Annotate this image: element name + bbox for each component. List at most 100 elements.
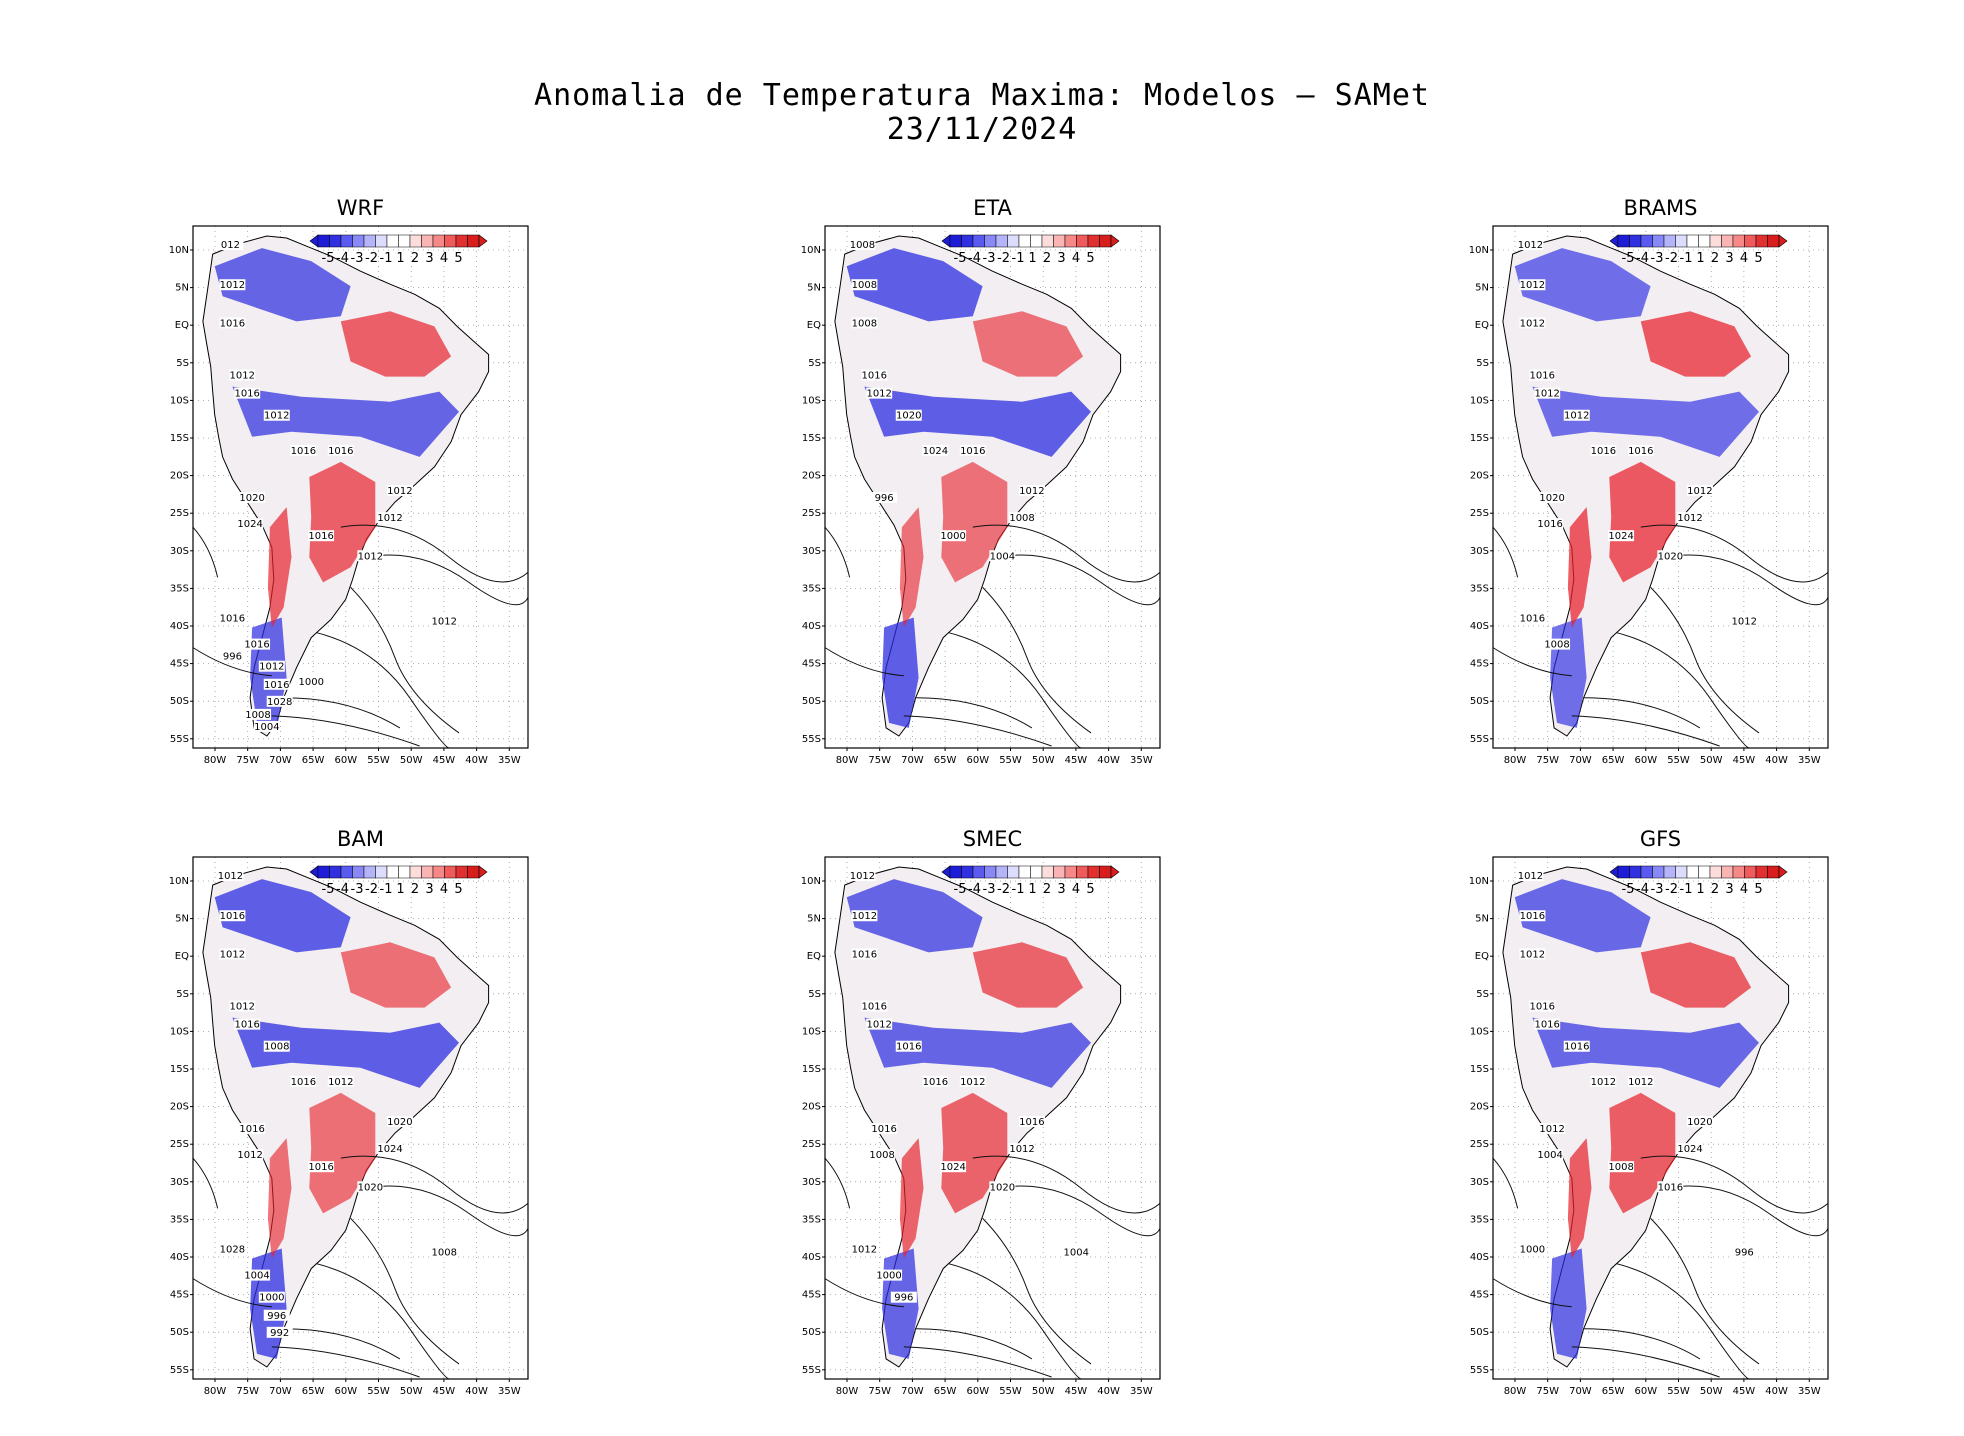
- svg-text:1008: 1008: [1009, 513, 1034, 524]
- contour-label: 1016: [1519, 612, 1546, 625]
- lat-tick-label: 10S: [1470, 1026, 1489, 1037]
- contour-label: 1016: [234, 387, 261, 400]
- svg-text:1016: 1016: [960, 446, 985, 457]
- lon-tick-label: 60W: [1634, 1386, 1657, 1397]
- svg-text:1016: 1016: [852, 949, 877, 960]
- isobar: [271, 715, 420, 747]
- contour-label: 1012: [866, 1018, 893, 1031]
- contour-label: 1016: [851, 948, 878, 960]
- lon-tick-label: 60W: [1634, 755, 1657, 766]
- contour-label: 1016: [871, 1123, 898, 1135]
- svg-text:1016: 1016: [328, 446, 353, 457]
- lat-tick-label: 10N: [169, 876, 189, 887]
- colorbar-label: 2: [1711, 251, 1719, 266]
- lat-tick-label: 25S: [802, 508, 821, 519]
- svg-text:1012: 1012: [1591, 1077, 1616, 1088]
- lat-tick-label: 40S: [802, 1252, 821, 1263]
- svg-text:1016: 1016: [862, 1002, 887, 1013]
- contour-label: 1016: [1627, 444, 1654, 457]
- svg-text:1016: 1016: [234, 1020, 259, 1031]
- isobar: [1571, 715, 1720, 747]
- svg-text:1012: 1012: [1687, 486, 1712, 497]
- isobar: [192, 526, 219, 578]
- colorbar-label: -4: [336, 251, 349, 266]
- svg-text:1008: 1008: [1544, 640, 1569, 651]
- lon-tick-label: 70W: [1569, 755, 1592, 766]
- contour-label: 1028: [266, 695, 293, 708]
- colorbar-label: 5: [454, 251, 462, 266]
- colorbar-label: -2: [1665, 251, 1678, 266]
- lon-tick-label: 70W: [1569, 1386, 1592, 1397]
- lon-tick-label: 65W: [1602, 1386, 1625, 1397]
- contour-label: 1020: [386, 1116, 413, 1128]
- lon-tick-label: 80W: [204, 1386, 227, 1397]
- isobar: [824, 1157, 851, 1209]
- cold-anomaly-region: [1550, 1248, 1587, 1359]
- svg-text:1012: 1012: [866, 389, 891, 400]
- svg-text:1024: 1024: [940, 1162, 965, 1173]
- lat-tick-label: 5S: [176, 358, 189, 369]
- warm-anomaly-region: [972, 942, 1084, 1008]
- contour-label: 1012: [1686, 485, 1713, 497]
- svg-text:1020: 1020: [896, 411, 921, 422]
- lon-tick-label: 75W: [868, 755, 891, 766]
- contour-label: 1016: [1534, 1018, 1561, 1031]
- contour-label: 1012: [1539, 1123, 1566, 1135]
- lat-tick-label: 25S: [1470, 508, 1489, 519]
- isobar: [903, 1346, 1052, 1378]
- svg-text:1016: 1016: [1591, 446, 1616, 457]
- lon-tick-label: 45W: [1733, 1386, 1756, 1397]
- svg-text:1012: 1012: [1534, 389, 1559, 400]
- lat-tick-label: 10S: [802, 1026, 821, 1037]
- svg-text:996: 996: [267, 1311, 286, 1322]
- svg-text:1020: 1020: [358, 1182, 383, 1193]
- svg-text:1004: 1004: [244, 1271, 269, 1282]
- contour-label: 1012: [1534, 387, 1561, 400]
- isobar: [192, 1157, 219, 1209]
- svg-text:1016: 1016: [896, 1042, 921, 1053]
- lon-tick-label: 35W: [498, 1386, 521, 1397]
- lat-tick-label: 10N: [169, 245, 189, 256]
- contour-label: 996: [871, 492, 898, 504]
- contour-label: 1020: [239, 492, 266, 504]
- svg-text:1016: 1016: [291, 1077, 316, 1088]
- svg-text:1024: 1024: [377, 1144, 402, 1155]
- lon-tick-label: 60W: [334, 755, 357, 766]
- contour-label: 1012: [1519, 948, 1546, 960]
- colorbar-label: -5: [954, 882, 967, 897]
- warm-anomaly-region: [1640, 311, 1752, 377]
- contour-label: 1000: [1519, 1243, 1546, 1256]
- contour-label: 1012: [866, 387, 893, 400]
- svg-text:1016: 1016: [1530, 371, 1555, 382]
- colorbar-label: -5: [1622, 882, 1635, 897]
- lat-tick-label: 15S: [170, 433, 189, 444]
- svg-text:1008: 1008: [432, 1248, 457, 1259]
- svg-text:1016: 1016: [239, 1124, 264, 1135]
- isobar: [972, 524, 1161, 583]
- colorbar-label: -4: [968, 251, 981, 266]
- isobar: [1640, 524, 1829, 583]
- map-panel-wrf: 012 1012 1016 1012 1016 1012 1016 1016 1012 1012 1…: [169, 225, 529, 766]
- svg-text:1012: 1012: [1009, 1144, 1034, 1155]
- contour-label: 1016: [308, 1161, 335, 1173]
- lon-tick-label: 75W: [868, 1386, 891, 1397]
- svg-text:1012: 1012: [1732, 617, 1757, 628]
- svg-text:1012: 1012: [1520, 949, 1545, 960]
- svg-text:1012: 1012: [1677, 513, 1702, 524]
- lat-tick-label: 5S: [808, 358, 821, 369]
- lat-tick-label: 35S: [170, 583, 189, 594]
- colorbar-label: 3: [1725, 882, 1733, 897]
- contour-label: 1020: [357, 1181, 384, 1193]
- colorbar-label: 3: [425, 251, 433, 266]
- lat-tick-label: 20S: [1470, 471, 1489, 482]
- colorbar: -5 -4 -3 -2 -1 1 2 3 4 5: [309, 234, 488, 266]
- contour-label: 1012: [219, 279, 246, 291]
- lon-tick-label: 55W: [367, 755, 390, 766]
- colorbar-label: -2: [365, 882, 378, 897]
- contour-label: 1016: [219, 910, 246, 922]
- lon-tick-label: 70W: [269, 1386, 292, 1397]
- contour-label: 1020: [1686, 1116, 1713, 1128]
- contour-label: 1012: [1517, 870, 1544, 882]
- cold-anomaly-region: [846, 248, 983, 322]
- isobar: [316, 632, 450, 749]
